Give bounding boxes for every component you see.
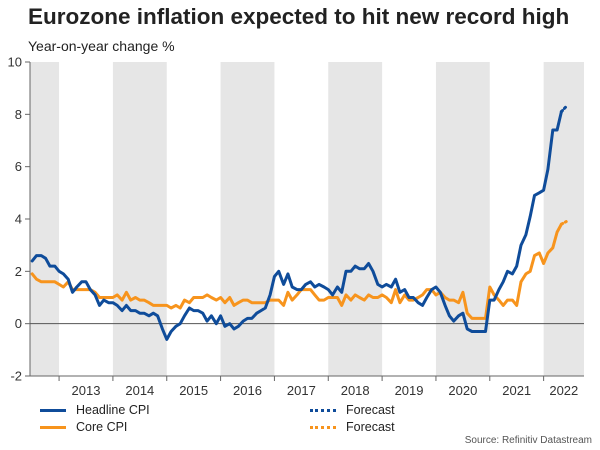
y-tick-label: 0 <box>15 316 22 331</box>
legend-headline-swatch <box>40 408 66 412</box>
core-cpi-line <box>30 222 563 320</box>
y-tick-label: 10 <box>8 55 22 70</box>
legend-core-cpi: Core CPI <box>40 418 127 436</box>
source-note: Source: Refinitiv Datastream <box>464 435 592 446</box>
x-tick-label-2020: 2020 <box>448 383 477 398</box>
y-tick-label: 4 <box>15 212 22 227</box>
legend-core-swatch <box>40 425 66 429</box>
shade-band-2014 <box>112 62 167 376</box>
y-tick-label: 6 <box>15 159 22 174</box>
y-tick-label: -2 <box>10 369 22 384</box>
x-tick-label-2013: 2013 <box>72 383 101 398</box>
chart-title: Eurozone inflation expected to hit new r… <box>28 4 570 29</box>
legend-headline-forecast-swatch <box>310 408 336 412</box>
legend-headline-forecast: Forecast <box>310 401 395 419</box>
x-tick-label-2021: 2021 <box>502 383 531 398</box>
legend-headline-forecast-label: Forecast <box>346 403 395 417</box>
legend-core-forecast-swatch <box>310 425 336 429</box>
legend-core-forecast-label: Forecast <box>346 420 395 434</box>
legend-core-label: Core CPI <box>76 420 128 434</box>
y-tick-label: 2 <box>15 264 22 279</box>
core-forecast-line <box>559 220 568 226</box>
shade-band-2018 <box>328 62 383 376</box>
x-tick-label-2019: 2019 <box>395 383 424 398</box>
x-tick-label-2017: 2017 <box>287 383 316 398</box>
x-tick-label-2016: 2016 <box>233 383 262 398</box>
x-tick-label-2022: 2022 <box>549 383 578 398</box>
shade-band-2012 <box>30 62 60 376</box>
x-tick-label-2014: 2014 <box>125 383 154 398</box>
legend-headline-cpi: Headline CPI <box>40 401 150 419</box>
legend-core-forecast: Forecast <box>310 418 395 436</box>
headline-forecast-line <box>559 105 568 114</box>
y-tick-label: 8 <box>15 107 22 122</box>
x-tick-label-2018: 2018 <box>341 383 370 398</box>
shade-band-2016 <box>220 62 275 376</box>
shade-band-2020 <box>435 62 490 376</box>
legend-headline-label: Headline CPI <box>76 403 150 417</box>
x-tick-label-2015: 2015 <box>179 383 208 398</box>
chart-subtitle: Year-on-year change % <box>28 38 175 54</box>
headline-cpi-line <box>30 110 563 341</box>
